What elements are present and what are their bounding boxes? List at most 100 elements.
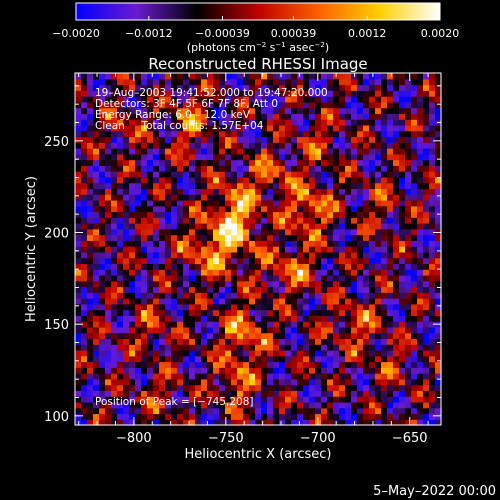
heatmap-cell	[165, 228, 172, 236]
heatmap-cell	[321, 419, 328, 426]
heatmap-cell	[381, 199, 388, 207]
heatmap-cell	[93, 326, 100, 334]
heatmap-cell	[237, 136, 244, 143]
heatmap-cell	[345, 321, 352, 328]
heatmap-cell	[429, 251, 436, 259]
heatmap-cell	[315, 176, 322, 184]
heatmap-cell	[339, 182, 346, 190]
heatmap-cell	[159, 240, 166, 247]
heatmap-cell	[195, 401, 202, 409]
heatmap-cell	[255, 246, 262, 253]
heatmap-cell	[117, 148, 124, 155]
heatmap-cell	[405, 326, 412, 334]
heatmap-cell	[351, 228, 358, 236]
heatmap-cell	[297, 257, 304, 265]
heatmap-cell	[381, 205, 388, 213]
heatmap-cell	[339, 263, 346, 270]
heatmap-cell	[81, 298, 88, 305]
heatmap-cell	[219, 384, 226, 391]
heatmap-cell	[393, 130, 400, 138]
heatmap-cell	[261, 234, 268, 241]
heatmap-cell	[93, 315, 100, 322]
heatmap-cell	[237, 234, 244, 241]
heatmap-cell	[297, 96, 304, 103]
heatmap-cell	[327, 159, 334, 166]
heatmap-cell	[435, 298, 442, 305]
heatmap-cell	[387, 269, 394, 276]
heatmap-cell	[75, 344, 82, 351]
heatmap-cell	[381, 240, 388, 247]
heatmap-cell	[339, 205, 346, 213]
heatmap-cell	[411, 142, 418, 149]
heatmap-cell	[237, 113, 244, 120]
heatmap-cell	[177, 188, 184, 195]
heatmap-cell	[387, 84, 394, 91]
heatmap-cell	[303, 130, 310, 138]
heatmap-cell	[225, 361, 232, 368]
heatmap-cell	[393, 217, 400, 224]
heatmap-cell	[207, 413, 214, 420]
heatmap-cell	[327, 269, 334, 276]
heatmap-cell	[393, 309, 400, 316]
heatmap-cell	[225, 176, 232, 184]
heatmap-cell	[429, 78, 436, 86]
heatmap-cell	[123, 373, 130, 380]
heatmap-cell	[393, 338, 400, 345]
heatmap-cell	[129, 309, 136, 316]
heatmap-cell	[255, 401, 262, 409]
heatmap-cell	[231, 407, 238, 415]
heatmap-cell	[261, 298, 268, 305]
heatmap-cell	[171, 309, 178, 316]
heatmap-cell	[105, 96, 112, 103]
heatmap-cell	[369, 199, 376, 207]
heatmap-cell	[165, 355, 172, 363]
heatmap-cell	[207, 199, 214, 207]
heatmap-cell	[273, 234, 280, 241]
heatmap-cell	[243, 280, 250, 288]
heatmap-cell	[255, 251, 262, 259]
heatmap-cell	[423, 107, 430, 114]
heatmap-cell	[177, 298, 184, 305]
heatmap-cell	[381, 332, 388, 340]
heatmap-cell	[153, 84, 160, 91]
heatmap-cell	[195, 349, 202, 357]
colorbar-units: (photons cm−2 s−1 asec−2)	[187, 41, 329, 54]
heatmap-cell	[399, 182, 406, 190]
heatmap-cell	[297, 165, 304, 172]
heatmap-cell	[183, 315, 190, 322]
heatmap-cell	[261, 286, 268, 293]
heatmap-cell	[333, 113, 340, 120]
heatmap-cell	[279, 142, 286, 149]
heatmap-cell	[177, 419, 184, 426]
heatmap-cell	[309, 234, 316, 241]
heatmap-cell	[213, 90, 220, 97]
heatmap-cell	[345, 165, 352, 172]
heatmap-cell	[105, 303, 112, 311]
heatmap-cell	[225, 171, 232, 178]
heatmap-cell	[81, 107, 88, 114]
heatmap-cell	[195, 199, 202, 207]
heatmap-cell	[135, 309, 142, 316]
heatmap-cell	[375, 274, 382, 282]
heatmap-cell	[75, 182, 82, 190]
heatmap-cell	[309, 326, 316, 334]
heatmap-cell	[165, 315, 172, 322]
heatmap-cell	[171, 194, 178, 201]
heatmap-cell	[207, 332, 214, 340]
heatmap-cell	[147, 119, 154, 126]
heatmap-cell	[375, 205, 382, 213]
heatmap-cell	[249, 413, 256, 420]
heatmap-cell	[105, 246, 112, 253]
heatmap-cell	[129, 217, 136, 224]
heatmap-cell	[165, 119, 172, 126]
heatmap-cell	[243, 153, 250, 161]
heatmap-cell	[171, 407, 178, 415]
heatmap-cell	[129, 188, 136, 195]
heatmap-cell	[393, 136, 400, 143]
heatmap-cell	[105, 361, 112, 368]
heatmap-cell	[141, 142, 148, 149]
heatmap-cell	[273, 153, 280, 161]
heatmap-cell	[303, 113, 310, 120]
heatmap-cell	[225, 240, 232, 247]
heatmap-cell	[129, 263, 136, 270]
